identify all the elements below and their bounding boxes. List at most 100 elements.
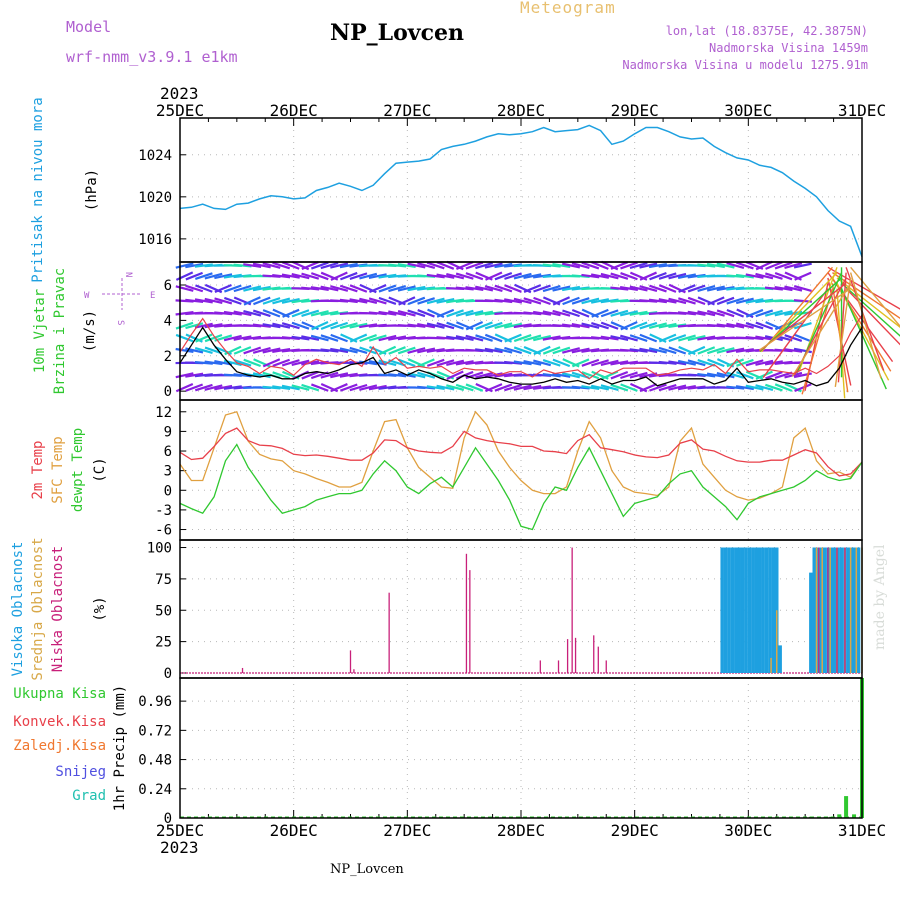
wind-arrow	[262, 347, 281, 354]
wind-arrow	[494, 383, 513, 392]
wind-arrow	[475, 285, 494, 292]
wind-arrow	[233, 310, 252, 317]
wind-arrow	[484, 262, 503, 269]
wind-arrow	[272, 371, 291, 380]
wind-arrow	[339, 322, 358, 330]
wind-arrow	[706, 262, 725, 269]
wind-arrow	[784, 348, 803, 353]
wind-arrow	[485, 383, 503, 393]
wind-arrow	[736, 371, 754, 380]
wind-arrow	[726, 371, 745, 379]
wind-arrow	[755, 260, 773, 271]
wind-arrow	[455, 335, 474, 341]
wind-arrow	[793, 321, 812, 330]
wind-arrow	[426, 261, 445, 270]
wind-fan-line	[834, 277, 852, 387]
y-axis-label: Visoka Oblacnost	[10, 542, 26, 677]
model-name: wrf-nmm_v3.9.1 e1km	[66, 48, 238, 66]
wind-arrow	[571, 262, 590, 269]
wind-arrow	[784, 285, 803, 292]
wind-arrow	[194, 298, 213, 304]
wind-arrow	[735, 348, 754, 353]
wind-arrow	[301, 383, 320, 392]
wind-arrow	[707, 296, 725, 306]
wind-arrow	[262, 309, 281, 318]
wind-arrow	[639, 383, 658, 393]
wind-arrow	[562, 296, 580, 306]
wind-arrow	[455, 286, 474, 291]
wind-arrow	[706, 309, 725, 317]
wind-arrow	[320, 321, 339, 330]
wind-arrow	[204, 333, 223, 343]
wind-arrow	[407, 262, 426, 269]
wind-arrow	[532, 310, 552, 316]
wind-arrow	[726, 385, 745, 390]
wind-arrow	[774, 271, 793, 281]
wind-arrow	[252, 323, 271, 328]
wind-arrow	[726, 308, 745, 318]
wind-arrow	[668, 360, 687, 366]
wind-arrow	[513, 297, 532, 305]
x-tick-label-bottom: 26DEC	[270, 821, 318, 840]
wind-arrow	[262, 297, 281, 305]
wind-arrow	[755, 359, 774, 366]
wind-arrow	[533, 359, 552, 367]
x-tick-label-bottom: 31DEC	[838, 821, 886, 840]
wind-arrow	[774, 285, 793, 292]
wind-arrow	[794, 333, 812, 343]
wind-arrow	[774, 261, 793, 270]
compass-west: W	[84, 291, 90, 301]
wind-arrow	[388, 284, 407, 293]
wind-fan-line	[841, 282, 900, 337]
wind-arrow	[407, 309, 426, 318]
wind-arrow	[581, 385, 600, 391]
wind-arrow	[648, 298, 668, 304]
wind-arrow	[291, 321, 310, 330]
wind-arrow	[581, 322, 600, 329]
wind-arrow	[610, 370, 629, 380]
y-tick-label: 12	[155, 405, 172, 421]
wind-arrow	[252, 309, 271, 318]
wind-arrow	[204, 297, 223, 305]
model-label: Model	[66, 18, 112, 36]
wind-arrow	[465, 286, 484, 292]
wind-arrow	[224, 284, 242, 293]
wind-arrow	[349, 272, 368, 280]
wind-arrow	[610, 272, 629, 280]
wind-arrow	[542, 263, 561, 268]
wind-arrow	[552, 372, 571, 378]
compass-south: S	[115, 320, 125, 325]
wind-arrow	[707, 358, 725, 368]
y-tick-label: 6	[164, 278, 172, 294]
wind-fan-line	[762, 288, 829, 378]
wind-arrow	[523, 273, 542, 279]
footer-station: NP_Lovcen	[330, 862, 404, 877]
year-bottom: 2023	[160, 838, 199, 857]
wind-arrow	[610, 335, 629, 342]
wind-arrow	[755, 272, 774, 280]
wind-arrow	[214, 284, 232, 294]
wind-arrow	[600, 335, 619, 341]
y-tick-label: 0.96	[138, 694, 172, 710]
wind-arrow	[571, 347, 590, 354]
wind-arrow	[726, 297, 745, 305]
wind-arrow	[301, 335, 320, 341]
wind-arrow	[620, 334, 638, 342]
wind-arrow	[272, 322, 291, 329]
x-tick-label-bottom: 30DEC	[724, 821, 772, 840]
wind-arrow	[253, 296, 271, 306]
wind-arrow	[620, 261, 638, 270]
wind-arrow	[629, 371, 648, 379]
wind-arrow	[397, 309, 416, 317]
wind-arrow	[774, 383, 793, 392]
wind-arrow	[349, 298, 368, 304]
wind-arrow	[320, 348, 339, 353]
wind-arrow	[243, 309, 262, 317]
wind-arrow	[533, 334, 552, 342]
wind-arrow	[330, 321, 349, 330]
wind-arrow	[590, 336, 610, 341]
wind-arrow	[281, 322, 300, 330]
wind-arrow	[600, 298, 619, 304]
wind-arrow	[745, 308, 764, 318]
wind-arrow	[523, 284, 542, 293]
